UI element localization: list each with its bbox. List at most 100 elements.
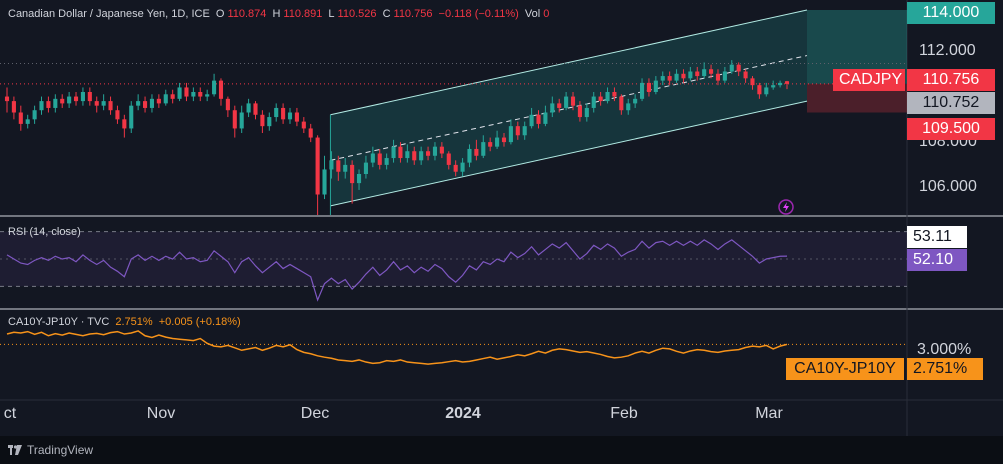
candle-body [212, 80, 217, 95]
candle-body [129, 105, 134, 129]
candle-body [73, 96, 79, 102]
vol-label: Vol [524, 8, 541, 20]
candle-body [405, 151, 410, 159]
x-tick-mar: Mar [755, 405, 783, 422]
candle-body [4, 96, 10, 102]
candle-body [577, 105, 582, 118]
candle-body [695, 71, 700, 77]
candle-body [564, 96, 569, 108]
candle-body [156, 98, 161, 104]
rsi-band [0, 231, 907, 287]
candle-body [460, 162, 465, 172]
candle-body [446, 153, 451, 165]
candle-body [557, 103, 562, 108]
candle-body [60, 98, 65, 104]
candle-body [419, 151, 424, 161]
candle-body [163, 94, 168, 104]
candle-body [729, 64, 734, 72]
candle-body [488, 142, 493, 147]
tradingview-logo-icon [8, 445, 22, 455]
spread-symbol-tag[interactable]: CA10Y-JP10Y [786, 358, 904, 380]
prev-close-tag: 110.752 [907, 92, 995, 114]
channel-mid-line [330, 55, 808, 161]
candle-body [39, 101, 44, 111]
candle-body [508, 126, 513, 143]
candle-body [274, 107, 279, 118]
candle-body [550, 103, 555, 113]
x-tick-feb: Feb [610, 405, 638, 422]
rsi-line [6, 239, 788, 302]
chart-canvas[interactable] [0, 0, 1003, 436]
candle-body [260, 114, 265, 127]
candle-body [170, 94, 175, 99]
candle-body [439, 146, 444, 154]
candle-body [619, 96, 624, 111]
candle-body [715, 73, 721, 81]
candle-body [591, 96, 596, 108]
candle-body [11, 101, 16, 113]
candle-body [605, 92, 610, 102]
candle-body [205, 94, 210, 97]
candle-body [177, 87, 182, 99]
x-tick-dec: Dec [300, 405, 330, 422]
candle-body [626, 103, 631, 111]
last-price-tag: 110.756 [907, 69, 995, 91]
rsi-value-tag: 52.10 [907, 249, 967, 271]
candle-body [18, 112, 23, 124]
symbol-title[interactable]: Canadian Dollar / Japanese Yen, 1D, ICE [8, 8, 210, 20]
candle-body [267, 117, 272, 127]
candle-body [239, 112, 244, 129]
candle-body [584, 107, 589, 118]
open-value: 110.874 [227, 8, 267, 20]
channel-lower-line [330, 100, 808, 207]
candle-body [67, 96, 72, 104]
bolt-icon [778, 199, 794, 215]
price-tick-106: 106.000 [919, 178, 977, 195]
low-label: L [328, 8, 335, 20]
candle-body [481, 142, 486, 156]
candle-body [350, 164, 355, 184]
candle-body [115, 110, 120, 120]
candle-body [722, 71, 727, 81]
candle-body [87, 92, 92, 102]
spread-legend[interactable]: CA10Y-JP10Y · TVC 2.751% +0.005 (+0.18%) [8, 316, 244, 328]
candle-body [646, 82, 651, 92]
candle-body [757, 85, 762, 95]
channel-top-tag: 114.000 [907, 2, 995, 24]
candle-body [329, 160, 334, 170]
candle-body [674, 73, 679, 81]
candle-body [784, 81, 790, 84]
candle-body [322, 169, 327, 195]
rsi-legend[interactable]: RSI (14, close) [8, 226, 84, 238]
candle-body [736, 64, 741, 72]
spread-tick-3: 3.000% [917, 341, 972, 358]
candle-body [53, 98, 58, 108]
spread-value: 2.751% [115, 316, 153, 328]
candle-body [384, 158, 389, 165]
brand-logo[interactable]: TradingView [8, 443, 93, 457]
x-tick-oct: ct [3, 405, 17, 422]
candle-body [46, 101, 51, 108]
candle-body [522, 126, 527, 136]
candle-body [80, 92, 85, 102]
candle-body [474, 148, 479, 156]
candle-body [702, 69, 707, 77]
channel-low-tag: 109.500 [907, 118, 995, 140]
candle-body [688, 71, 693, 79]
spread-line [6, 330, 788, 365]
bolt-icon-glyph [783, 202, 789, 212]
candle-body [653, 80, 658, 92]
candle-body [536, 114, 541, 124]
candle-body [412, 151, 417, 161]
open-label: O [215, 8, 225, 20]
candle-body [391, 146, 396, 159]
symbol-tag[interactable]: CADJPY [833, 69, 905, 91]
candle-body [308, 128, 313, 138]
candle-body [709, 69, 714, 74]
candle-body [336, 160, 341, 172]
candle-body [198, 92, 203, 97]
candle-body [633, 98, 638, 104]
candle-body [543, 112, 548, 124]
close-value: 110.756 [393, 8, 433, 20]
rsi-upper-tag: 53.11 [907, 226, 967, 248]
